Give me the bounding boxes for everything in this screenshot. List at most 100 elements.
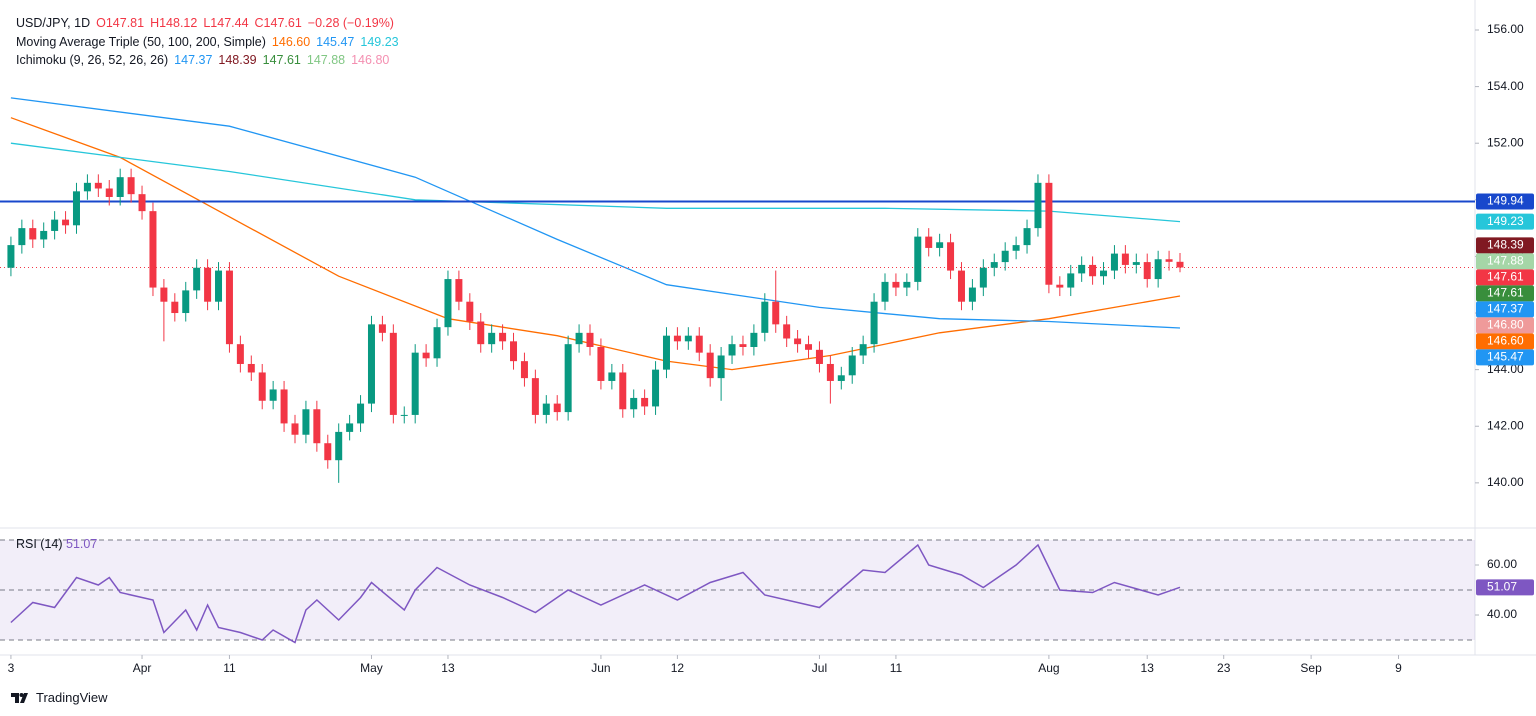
logo [11, 692, 28, 703]
x-tick-label: 13 [441, 661, 455, 675]
price-badge [1476, 301, 1534, 318]
candle-body [127, 177, 135, 195]
candle-body [575, 332, 583, 345]
price-badge [1476, 269, 1534, 286]
candle-body [1100, 270, 1108, 277]
candle-body [138, 194, 146, 212]
candle-body [739, 344, 747, 347]
candle-body [531, 378, 539, 415]
candle-body [750, 332, 758, 347]
candle-body [925, 236, 933, 248]
rsi-title: RSI (14) [16, 537, 63, 551]
x-tick-label: 3 [8, 661, 15, 675]
candle-body [641, 397, 649, 407]
price-badge [1476, 193, 1534, 210]
candle-body [914, 236, 922, 282]
candle-body [630, 397, 638, 410]
candle-body [1176, 261, 1184, 268]
price-badge-label: 149.23 [1487, 214, 1524, 228]
legend-title: Moving Average Triple (50, 100, 200, Sim… [16, 34, 266, 49]
candle-body [346, 423, 354, 432]
legend-value: 147.88 [306, 53, 346, 67]
rsi-badge-label: 51.07 [1487, 579, 1517, 593]
candle-body [837, 375, 845, 381]
y-tick-label: 156.00 [1487, 22, 1524, 36]
candle-body [204, 267, 212, 302]
candle-body [794, 338, 802, 345]
brand: TradingView [36, 690, 108, 705]
candle-body [1001, 250, 1009, 263]
legend-value: O147.81 [96, 16, 145, 30]
candle-body [182, 290, 190, 314]
price-badge-label: 147.61 [1487, 270, 1524, 284]
x-tick-label: 23 [1217, 661, 1231, 675]
legend-title: Ichimoku (9, 26, 52, 26, 26) [16, 53, 169, 67]
legend-row: Ichimoku (9, 26, 52, 26, 26) 147.37 148.39… [16, 51, 405, 70]
legend-value: 147.61 [262, 53, 301, 67]
candle-body [149, 211, 157, 288]
rsi-y-tick-label: 60.00 [1487, 557, 1517, 571]
candle-body [1023, 228, 1031, 246]
candle-body [510, 341, 518, 362]
candle-body [772, 301, 780, 325]
candle-body [1154, 259, 1162, 280]
candle-body [1143, 262, 1151, 280]
legend-value: 145.47 [316, 34, 355, 49]
candle-body [40, 230, 48, 240]
candle-body [662, 335, 670, 370]
candle-body [488, 332, 496, 345]
candle-body [783, 324, 791, 339]
legend-value: 146.60 [271, 34, 311, 49]
candle-body [1056, 284, 1064, 288]
price-badge-label: 148.39 [1487, 238, 1524, 252]
candle-body [1012, 245, 1020, 251]
candle-body [1045, 182, 1053, 285]
candle-body [280, 389, 288, 424]
candle-body [990, 262, 998, 268]
candle-body [684, 335, 692, 342]
candle-body [51, 219, 59, 231]
candle-body [815, 349, 823, 364]
candle-body [1110, 253, 1118, 271]
y-tick-label: 140.00 [1487, 475, 1524, 489]
candle-body [466, 301, 474, 322]
candle-body [357, 403, 365, 424]
candle-body [62, 219, 70, 226]
candle-body [553, 403, 561, 413]
candle-body [215, 270, 223, 302]
candle-body [29, 228, 37, 240]
candle-body [608, 372, 616, 381]
price-badge-label: 149.94 [1487, 194, 1524, 208]
footer: TradingView [10, 690, 108, 705]
rsi-legend: RSI (14) 51.07 [16, 537, 97, 551]
candle-body [477, 321, 485, 345]
candle-body [761, 301, 769, 333]
candle-body [903, 281, 911, 288]
candle-body [171, 301, 179, 314]
candle-body [564, 344, 572, 413]
x-tick-label: Apr [133, 661, 152, 675]
price-badge [1476, 285, 1534, 302]
candle-body [947, 242, 955, 271]
candle-body [236, 344, 244, 364]
x-tick-label: 11 [223, 661, 236, 675]
candle-body [673, 335, 681, 342]
legend-value: −0.28 (−0.19%) [307, 16, 394, 30]
price-badge-label: 146.60 [1487, 334, 1524, 348]
line [10, 543, 1181, 644]
candle-body [826, 363, 834, 381]
price-badge [1476, 317, 1534, 334]
candle-body [291, 423, 299, 435]
candle-body [695, 335, 703, 353]
price-badge [1476, 333, 1534, 350]
candle-body [83, 182, 91, 192]
candle-body [389, 332, 397, 415]
candle-body [455, 279, 463, 302]
legend-value: L147.44 [203, 16, 249, 30]
candle-body [870, 301, 878, 345]
x-tick-label: Sep [1300, 661, 1322, 675]
x-tick-label: 11 [890, 661, 903, 675]
y-tick-label: 154.00 [1487, 79, 1524, 93]
candle-body [968, 287, 976, 302]
candle-body [859, 344, 867, 356]
